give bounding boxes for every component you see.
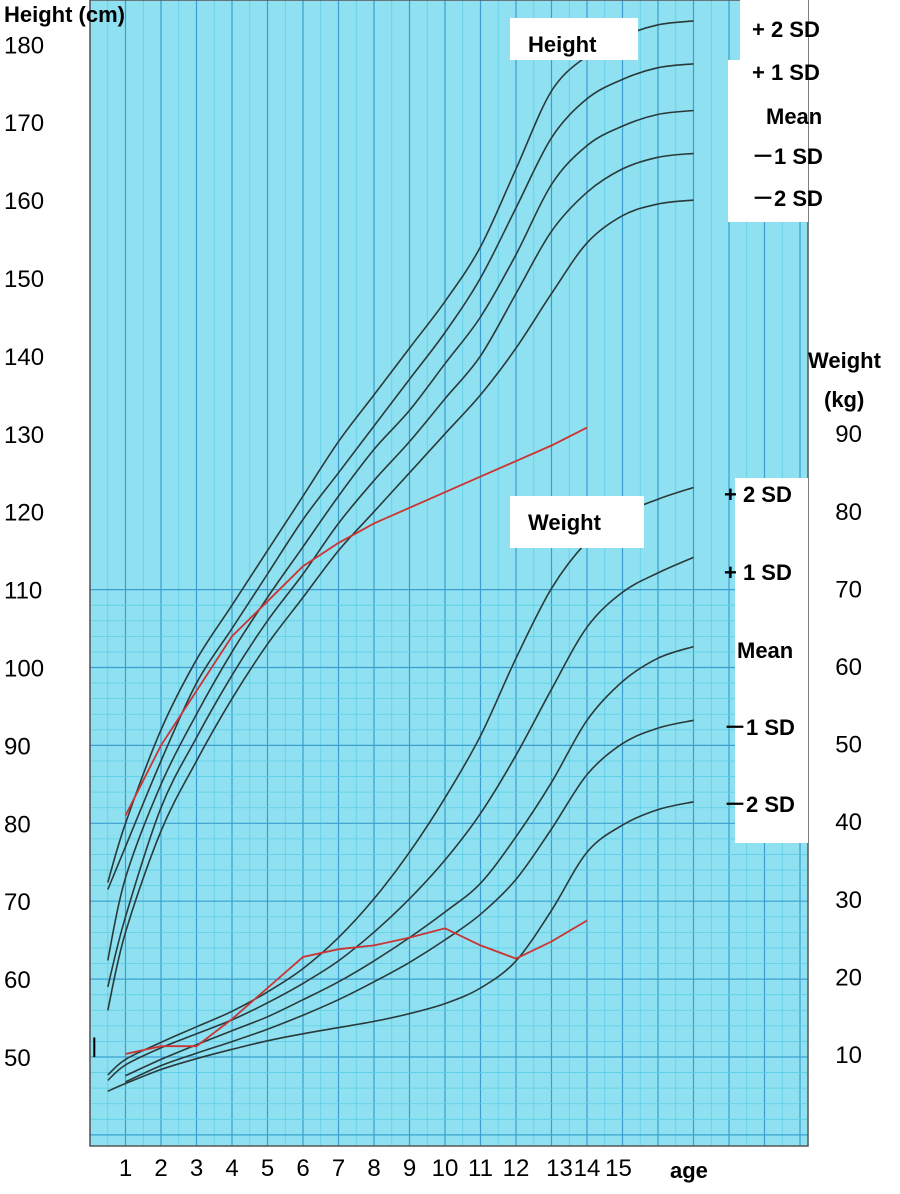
height-tick-label: 140 bbox=[4, 344, 44, 371]
height-curve bbox=[107, 63, 694, 890]
age-tick-label: 1 bbox=[119, 1155, 132, 1182]
weight-curve bbox=[107, 556, 694, 1081]
weight-tick-label: 90 bbox=[835, 421, 862, 448]
height-tick-label: 160 bbox=[4, 188, 44, 215]
age-tick-label: 14 bbox=[574, 1155, 601, 1182]
height-sd-box-top bbox=[740, 0, 808, 60]
age-tick-label: 9 bbox=[403, 1155, 416, 1182]
height-tick-label: 60 bbox=[4, 967, 31, 994]
age-tick-label: 8 bbox=[367, 1155, 380, 1182]
height-title: Height bbox=[528, 32, 597, 57]
age-tick-label: 4 bbox=[225, 1155, 238, 1182]
weight-curve bbox=[107, 801, 694, 1092]
child-height-line bbox=[124, 426, 588, 816]
height-tick-label: 150 bbox=[4, 266, 44, 293]
label-boxes bbox=[510, 0, 808, 843]
weight-series-label: －1 SD bbox=[724, 715, 795, 740]
weight-series-label: + 2 SD bbox=[724, 482, 792, 507]
weight-tick-label: 60 bbox=[835, 654, 862, 681]
weight-tick-label: 40 bbox=[835, 809, 862, 836]
age-tick-label: 3 bbox=[190, 1155, 203, 1182]
weight-axis-title: Weight bbox=[808, 348, 882, 373]
height-tick-label: 80 bbox=[4, 811, 31, 838]
weight-tick-label: 30 bbox=[835, 887, 862, 914]
age-tick-label: 13 bbox=[546, 1155, 573, 1182]
height-axis-title: Height (cm) bbox=[4, 2, 125, 27]
axis-and-series-labels: Height (cm) Weight (kg) age Height Weight + 2 … bbox=[4, 2, 882, 1183]
height-title-box bbox=[510, 18, 638, 60]
tick-labels: 5060708090100110120130140150160170180102… bbox=[4, 32, 862, 1182]
height-tick-label: 90 bbox=[4, 733, 31, 760]
age-tick-label: 12 bbox=[503, 1155, 530, 1182]
height-tick-label: 110 bbox=[4, 578, 42, 605]
weight-sd-box bbox=[735, 478, 808, 843]
weight-tick-label: 80 bbox=[835, 499, 862, 526]
age-axis-title: age bbox=[670, 1158, 708, 1183]
weight-curve bbox=[125, 719, 694, 1083]
plot-background bbox=[90, 0, 808, 1146]
age-tick-label: 5 bbox=[261, 1155, 274, 1182]
height-tick-label: 50 bbox=[4, 1045, 31, 1072]
child-weight-line bbox=[125, 919, 588, 1055]
height-series-label: + 1 SD bbox=[752, 60, 820, 85]
height-curve bbox=[107, 199, 694, 1011]
gridlines bbox=[89, 0, 809, 1147]
age-tick-label: 2 bbox=[154, 1155, 167, 1182]
height-sd-box bbox=[728, 60, 808, 222]
age-tick-label: 6 bbox=[296, 1155, 309, 1182]
height-series-label: －2 SD bbox=[752, 186, 823, 211]
height-series-label: Mean bbox=[766, 104, 822, 129]
age-tick-label: 7 bbox=[332, 1155, 345, 1182]
height-tick-label: 100 bbox=[4, 656, 44, 683]
plot-area bbox=[90, 0, 808, 1146]
height-series-label: + 2 SD bbox=[752, 17, 820, 42]
weight-tick-label: 70 bbox=[835, 576, 862, 603]
height-tick-label: 130 bbox=[4, 422, 44, 449]
height-curve bbox=[107, 109, 694, 961]
weight-series-label: + 1 SD bbox=[724, 560, 792, 585]
weight-title: Weight bbox=[528, 510, 602, 535]
age-tick-label: 10 bbox=[432, 1155, 459, 1182]
height-tick-label: 70 bbox=[4, 889, 31, 916]
weight-tick-label: 50 bbox=[835, 732, 862, 759]
height-tick-label: 170 bbox=[4, 110, 44, 137]
weight-series-label: Mean bbox=[737, 638, 793, 663]
height-tick-label: 120 bbox=[4, 500, 44, 527]
child-measurements bbox=[124, 426, 588, 1055]
height-tick-label: 180 bbox=[4, 32, 44, 59]
age-tick-label: 11 bbox=[468, 1155, 493, 1182]
height-curve bbox=[107, 152, 694, 988]
weight-axis-unit: (kg) bbox=[824, 387, 864, 412]
weight-series-label: －2 SD bbox=[724, 792, 795, 817]
weight-title-box bbox=[510, 496, 644, 548]
weight-tick-label: 20 bbox=[835, 964, 862, 991]
age-tick-label: 15 bbox=[605, 1155, 632, 1182]
height-series-label: －1 SD bbox=[752, 144, 823, 169]
weight-tick-label: 10 bbox=[835, 1042, 862, 1069]
